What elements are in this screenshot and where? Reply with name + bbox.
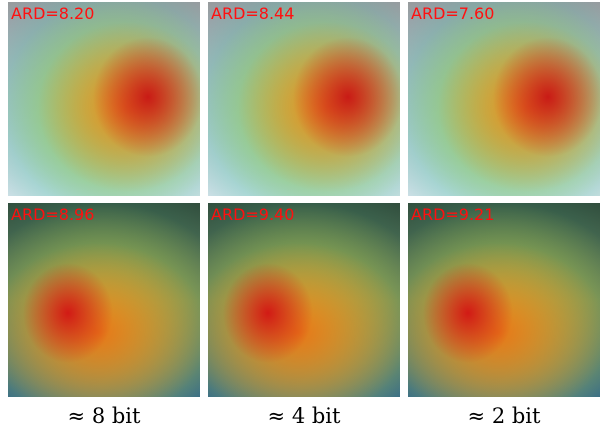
figure: ARD=8.20 ARD=8.44 ARD=7.60 ARD=8.96 ARD=…	[0, 0, 605, 434]
panel-label: ARD=8.20	[11, 4, 94, 23]
panel-label: ARD=9.21	[411, 205, 494, 224]
heatmap-image: ARD=9.40	[208, 203, 400, 397]
heatmap-image: ARD=8.44	[208, 2, 400, 196]
panel-label: ARD=7.60	[411, 4, 494, 23]
panel-label: ARD=9.40	[211, 205, 294, 224]
heatmap-image: ARD=7.60	[408, 2, 600, 196]
heatmap-image: ARD=8.96	[8, 203, 200, 397]
heatmap-image: ARD=9.21	[408, 203, 600, 397]
panel-label: ARD=8.44	[211, 4, 294, 23]
column-caption: ≈ 4 bit	[208, 404, 400, 428]
column-caption: ≈ 8 bit	[8, 404, 200, 428]
heatmap-image: ARD=8.20	[8, 2, 200, 196]
column-caption: ≈ 2 bit	[408, 404, 600, 428]
panel-label: ARD=8.96	[11, 205, 94, 224]
